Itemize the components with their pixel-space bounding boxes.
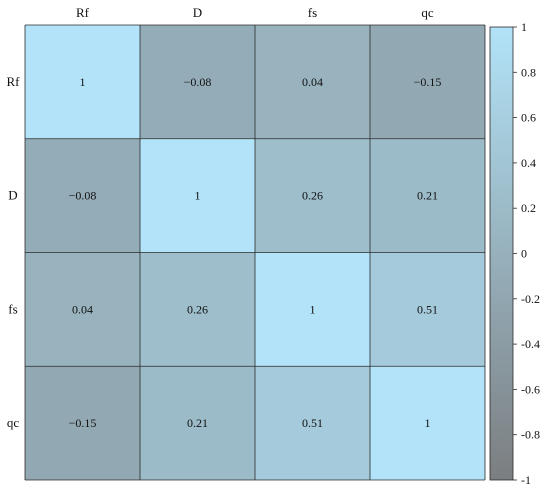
colorbar-gradient: [489, 26, 514, 481]
heatmap-cell-qc-qc: [370, 366, 485, 480]
cell-value-label: 1: [80, 75, 86, 89]
colorbar-tick-label: 0.4: [521, 156, 536, 170]
cell-value-label: 1: [195, 189, 201, 203]
cell-value-label: 1: [425, 416, 431, 430]
heatmap-cell-fs-Rf: [25, 252, 140, 367]
colorbar: 1 0.8 0.6 0.4 0.2 0 -0.2 -0.4 -0.6 -0.8 -1: [489, 20, 540, 487]
row-label-D: D: [8, 188, 17, 203]
cell-value-label: −0.08: [69, 189, 97, 203]
colorbar-tick-label: 0.8: [521, 65, 536, 79]
cell-value-label: 1: [310, 302, 316, 316]
colorbar-tick-label: 0.2: [521, 201, 536, 215]
cell-value-label: −0.15: [414, 75, 442, 89]
cell-value-label: 0.51: [417, 302, 438, 316]
row-label-Rf: Rf: [7, 74, 21, 89]
heatmap-cell-qc-Rf: [25, 366, 140, 480]
heatmap-cell-fs-qc: [370, 252, 485, 367]
heatmap-cell-Rf-fs: [255, 25, 370, 139]
column-label-Rf: Rf: [76, 5, 90, 20]
axis-labels: Rf Rf D Dfs fs qc qc: [7, 5, 434, 430]
cell-value-label: −0.15: [69, 416, 97, 430]
cell-borders: [24, 24, 486, 481]
heatmap-cell-D-qc: [370, 138, 485, 253]
cell-values: 1 −0.08 0.04 −0.15 −0.08 1 0.26 0.21 0.04 0.26 1 0.…: [69, 75, 442, 430]
cell-value-label: −0.08: [184, 75, 212, 89]
heatmap-cells: [25, 25, 485, 480]
heatmap-cell-Rf-qc: [370, 25, 485, 139]
cell-value-label: 0.51: [302, 416, 323, 430]
heatmap-cell-D-fs: [255, 138, 370, 253]
colorbar-tick-label: -0.4: [521, 337, 540, 351]
column-label-D: D: [193, 5, 202, 20]
heatmap-cell-D-D: [140, 138, 255, 253]
cell-value-label: 0.21: [187, 416, 208, 430]
cell-value-label: 0.04: [302, 75, 323, 89]
column-label-fs: fs: [308, 5, 317, 20]
heatmap-cell-fs-fs: [255, 252, 370, 367]
colorbar-tick-label: 1: [521, 20, 527, 34]
cell-value-label: 0.21: [417, 189, 438, 203]
heatmap-cell-qc-fs: [255, 366, 370, 480]
colorbar-tick-label: 0.6: [521, 111, 536, 125]
cell-value-label: 0.26: [187, 302, 208, 316]
colorbar-tick-label: -0.8: [521, 428, 540, 442]
colorbar-tick-label: 0: [521, 247, 527, 261]
heatmap-cell-qc-D: [140, 366, 255, 480]
heatmap-cell-D-Rf: [25, 138, 140, 253]
colorbar-tick-label: -0.6: [521, 382, 540, 396]
cell-value-label: 0.26: [302, 189, 323, 203]
column-label-qc: qc: [421, 5, 434, 20]
colorbar-tick-label: -0.2: [521, 292, 540, 306]
row-label-qc: qc: [7, 415, 20, 430]
colorbar-tick-label: -1: [521, 473, 531, 487]
heatmap-cell-Rf-Rf: [25, 25, 140, 139]
heatmap-cell-Rf-D: [140, 25, 255, 139]
cell-value-label: 0.04: [72, 302, 93, 316]
row-label-fs: fs: [8, 301, 17, 316]
heatmap-cell-fs-D: [140, 252, 255, 367]
